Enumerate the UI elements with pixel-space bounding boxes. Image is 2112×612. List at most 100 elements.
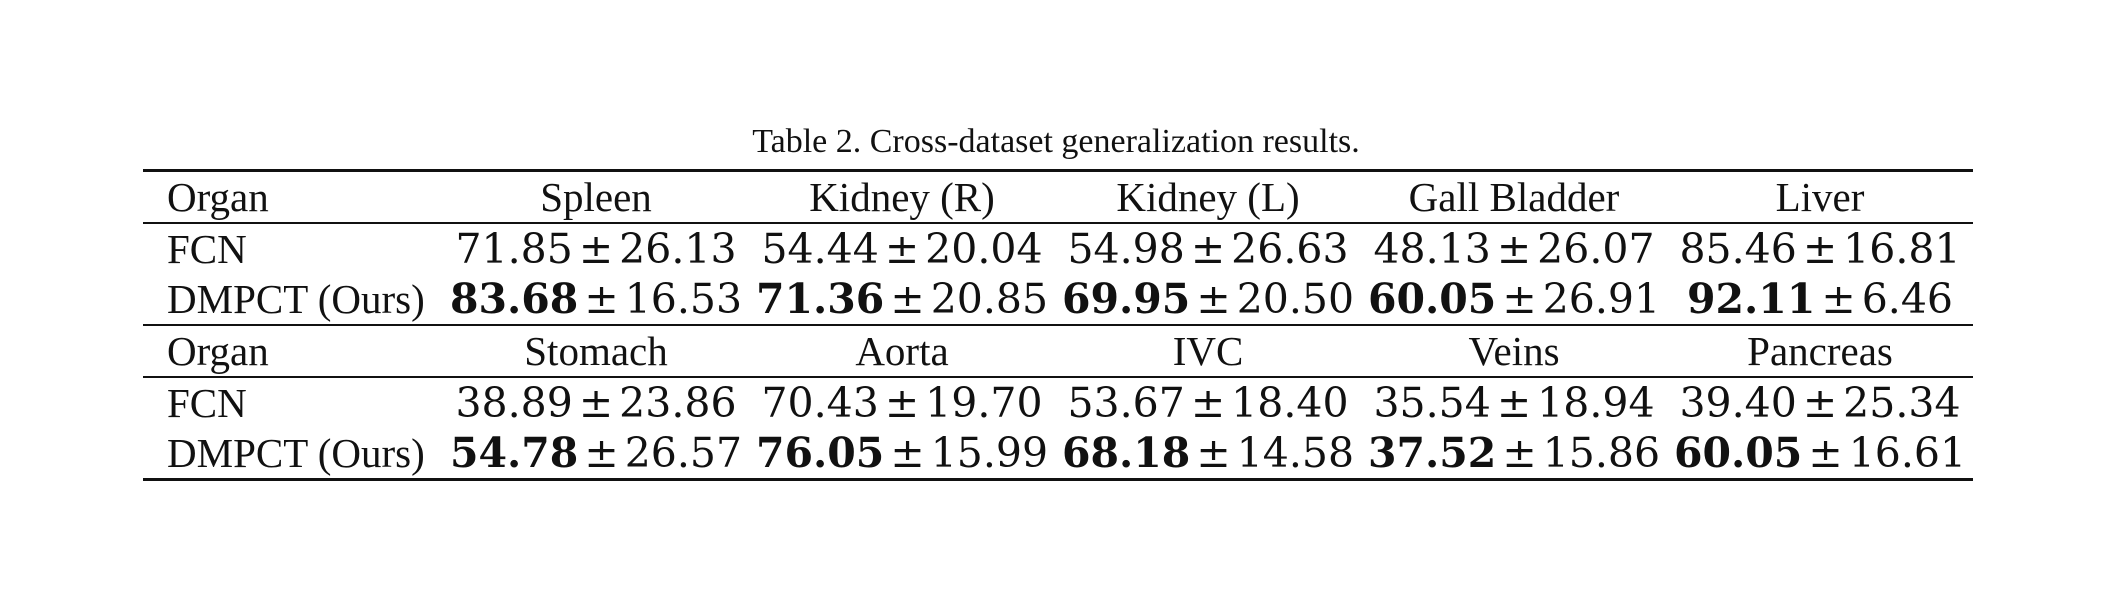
column-header: Kidney (R)	[749, 169, 1055, 223]
plus-minus-sign: ±	[578, 225, 614, 273]
score-cell: 53.67 ±18.40	[1055, 376, 1361, 428]
score-cell: 83.68 ±16.53	[443, 274, 749, 325]
score-std: 26.07	[1537, 225, 1655, 273]
plus-minus-sign: ±	[578, 379, 614, 427]
plus-minus-sign: ±	[884, 225, 920, 273]
score-cell: 54.98 ±26.63	[1055, 222, 1361, 274]
score-cell: 38.89 ±23.86	[443, 376, 749, 428]
table-caption: Table 2. Cross-dataset generalization re…	[752, 123, 1360, 160]
score-cell: 39.40 ±25.34	[1667, 376, 1973, 428]
score-mean-best: 60.05	[1673, 429, 1803, 477]
score-std: 26.91	[1542, 275, 1661, 323]
table-row: DMPCT (Ours) 83.68 ±16.53 71.36 ±20.85 69.…	[143, 274, 1973, 325]
score-std: 25.34	[1843, 379, 1961, 427]
plus-minus-sign: ±	[1808, 429, 1843, 477]
score-std: 16.81	[1843, 225, 1961, 273]
score-mean: 38.89	[455, 379, 573, 427]
score-std: 26.13	[619, 225, 737, 273]
header-organ-label: Organ	[143, 169, 443, 223]
column-header: IVC	[1055, 324, 1361, 377]
plus-minus-sign: ±	[890, 429, 925, 477]
method-label: FCN	[143, 376, 443, 428]
column-header: Pancreas	[1667, 324, 1973, 377]
plus-minus-sign: ±	[584, 429, 619, 477]
score-cell: 92.11 ±6.46	[1667, 274, 1973, 325]
column-header: Stomach	[443, 324, 749, 377]
column-header: Aorta	[749, 324, 1055, 377]
score-std: 18.40	[1231, 379, 1349, 427]
column-header: Veins	[1361, 324, 1667, 377]
column-header: Kidney (L)	[1055, 169, 1361, 223]
score-mean: 71.85	[455, 225, 573, 273]
score-std: 14.58	[1236, 429, 1355, 477]
plus-minus-sign: ±	[1496, 225, 1532, 273]
score-std: 19.70	[925, 379, 1043, 427]
score-cell: 71.85 ±26.13	[443, 222, 749, 274]
score-std: 20.04	[925, 225, 1043, 273]
score-cell: 35.54 ±18.94	[1361, 376, 1667, 428]
score-std: 23.86	[619, 379, 737, 427]
plus-minus-sign: ±	[1496, 379, 1532, 427]
score-mean-best: 68.18	[1061, 429, 1191, 477]
score-mean: 70.43	[761, 379, 879, 427]
plus-minus-sign: ±	[1190, 225, 1226, 273]
score-mean: 39.40	[1679, 379, 1797, 427]
score-cell: 76.05 ±15.99	[749, 428, 1055, 481]
score-std: 20.85	[930, 275, 1049, 323]
score-mean: 48.13	[1373, 225, 1491, 273]
score-mean-best: 71.36	[755, 275, 885, 323]
score-mean-best: 76.05	[755, 429, 885, 477]
table-row: DMPCT (Ours) 54.78 ±26.57 76.05 ±15.99 68.…	[143, 428, 1973, 481]
plus-minus-sign: ±	[1190, 379, 1226, 427]
score-mean: 54.98	[1067, 225, 1185, 273]
plus-minus-sign: ±	[1196, 429, 1231, 477]
score-std: 15.86	[1542, 429, 1661, 477]
plus-minus-sign: ±	[1196, 275, 1231, 323]
plus-minus-sign: ±	[1802, 379, 1838, 427]
score-mean: 85.46	[1679, 225, 1797, 273]
score-std: 6.46	[1861, 275, 1954, 323]
score-mean-best: 92.11	[1686, 275, 1816, 323]
score-cell: 70.43 ±19.70	[749, 376, 1055, 428]
score-mean-best: 69.95	[1061, 275, 1191, 323]
plus-minus-sign: ±	[1502, 429, 1537, 477]
score-cell: 68.18 ±14.58	[1055, 428, 1361, 481]
score-mean: 53.67	[1067, 379, 1185, 427]
plus-minus-sign: ±	[584, 275, 619, 323]
score-mean: 54.44	[761, 225, 879, 273]
method-label: DMPCT (Ours)	[143, 428, 443, 481]
score-cell: 60.05 ±16.61	[1667, 428, 1973, 481]
score-std: 15.99	[930, 429, 1049, 477]
table-body: Organ Spleen Kidney (R) Kidney (L) Gall …	[143, 169, 1973, 481]
score-mean-best: 37.52	[1367, 429, 1497, 477]
plus-minus-sign: ±	[1502, 275, 1537, 323]
score-mean-best: 83.68	[449, 275, 579, 323]
column-header: Spleen	[443, 169, 749, 223]
score-mean-best: 60.05	[1367, 275, 1497, 323]
score-cell: 71.36 ±20.85	[749, 274, 1055, 325]
plus-minus-sign: ±	[1821, 275, 1856, 323]
plus-minus-sign: ±	[890, 275, 925, 323]
table-row: FCN 71.85 ±26.13 54.44 ±20.04 54.98 ±26.63 …	[143, 222, 1973, 274]
column-header: Gall Bladder	[1361, 169, 1667, 223]
score-std: 16.53	[624, 275, 743, 323]
method-label: DMPCT (Ours)	[167, 276, 425, 322]
score-cell: 54.44 ±20.04	[749, 222, 1055, 274]
score-mean-best: 54.78	[449, 429, 579, 477]
header-organ-label: Organ	[143, 324, 443, 377]
score-cell: 48.13 ±26.07	[1361, 222, 1667, 274]
column-header: Liver	[1667, 169, 1973, 223]
score-mean: 35.54	[1373, 379, 1491, 427]
score-std: 18.94	[1537, 379, 1655, 427]
score-cell: 69.95 ±20.50	[1055, 274, 1361, 325]
score-cell: 54.78 ±26.57	[443, 428, 749, 481]
plus-minus-sign: ±	[1802, 225, 1838, 273]
results-table: Organ Spleen Kidney (R) Kidney (L) Gall …	[143, 169, 1973, 481]
header-row: Organ Stomach Aorta IVC Veins Pancreas	[143, 324, 1973, 377]
score-std: 16.61	[1848, 429, 1967, 477]
header-row: Organ Spleen Kidney (R) Kidney (L) Gall …	[143, 169, 1973, 223]
score-cell: 37.52 ±15.86	[1361, 428, 1667, 481]
method-label: FCN	[143, 222, 443, 274]
score-std: 20.50	[1236, 275, 1355, 323]
score-cell: 60.05 ±26.91	[1361, 274, 1667, 325]
